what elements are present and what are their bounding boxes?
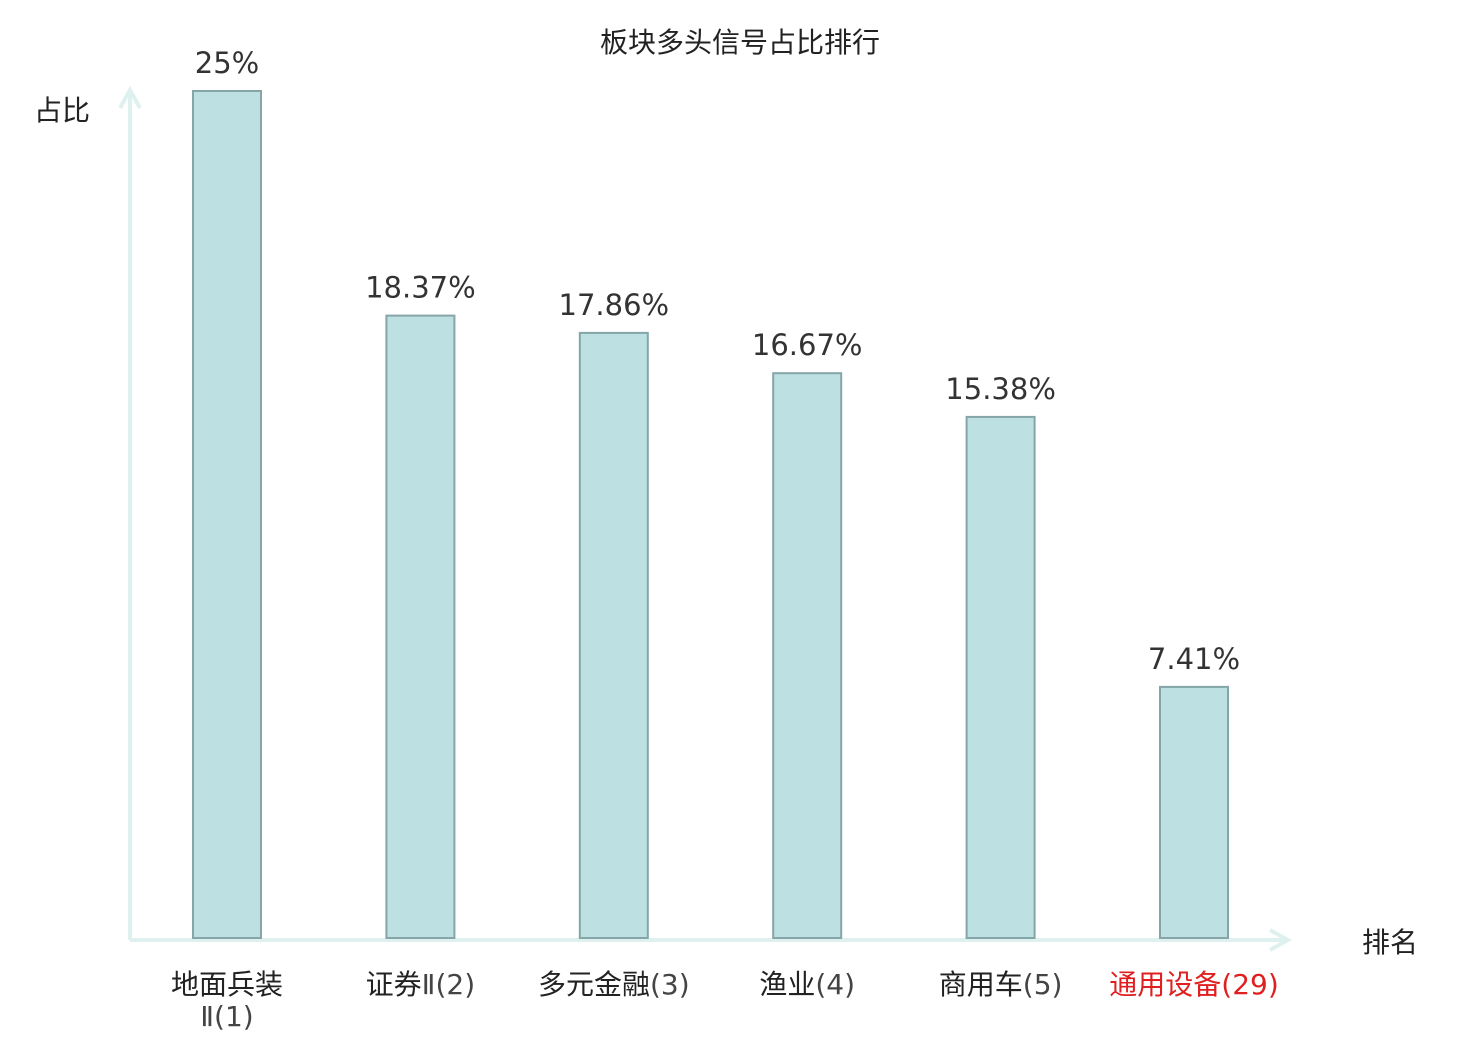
category-labels-group: 地面兵装 Ⅱ(1) 证券Ⅱ(2) 多元金融(3) 渔业(4) 商用车(5) 通用设备(29) [171, 968, 1279, 1033]
category-rank-1: Ⅱ(2) [422, 968, 475, 1001]
category-label-1: 证券Ⅱ(2) [366, 968, 475, 1001]
value-label-1: 18.37% [365, 271, 476, 305]
x-axis-arrow [1269, 928, 1293, 952]
category-name-5: 通用设备 [1109, 968, 1221, 1001]
bar-5 [1159, 685, 1229, 940]
value-label-0: 25% [195, 46, 259, 80]
value-label-5: 7.41% [1148, 642, 1240, 676]
bar-2 [578, 331, 649, 939]
y-axis-label: 占比 [34, 94, 90, 127]
value-label-2: 17.86% [559, 288, 670, 322]
category-name-0: 地面兵装 [171, 968, 283, 1001]
category-label-5: 通用设备(29) [1109, 968, 1279, 1001]
category-name-4: 商用车 [939, 968, 1023, 1001]
category-label-4: 商用车(5) [939, 968, 1063, 1001]
category-rank-4: (5) [1023, 968, 1063, 1001]
value-labels-group: 25% 18.37% 17.86% 16.67% 15.38% 7.41% [195, 46, 1240, 676]
category-rank-2: (3) [650, 968, 690, 1001]
bar-0 [192, 90, 262, 939]
y-axis-arrow [118, 85, 142, 109]
value-label-3: 16.67% [752, 328, 863, 362]
category-label-3: 渔业(4) [759, 968, 855, 1001]
chart-title: 板块多头信号占比排行 [600, 26, 880, 59]
bar-4 [965, 415, 1036, 939]
category-rank-0: Ⅱ(1) [200, 1000, 253, 1033]
category-label-2: 多元金融(3) [538, 968, 690, 1001]
category-rank-5: (29) [1221, 968, 1278, 1001]
bar-1 [385, 314, 456, 940]
category-name-3: 渔业 [759, 968, 815, 1001]
category-rank-3: (4) [815, 968, 855, 1001]
value-label-4: 15.38% [945, 372, 1056, 406]
bar-3 [772, 372, 843, 939]
category-name-2: 多元金融 [538, 968, 650, 1001]
category-label-0: 地面兵装 Ⅱ(1) [171, 968, 283, 1033]
bars-group [192, 90, 1229, 940]
x-axis-label: 排名 [1362, 926, 1418, 959]
category-name-1: 证券 [366, 968, 422, 1001]
